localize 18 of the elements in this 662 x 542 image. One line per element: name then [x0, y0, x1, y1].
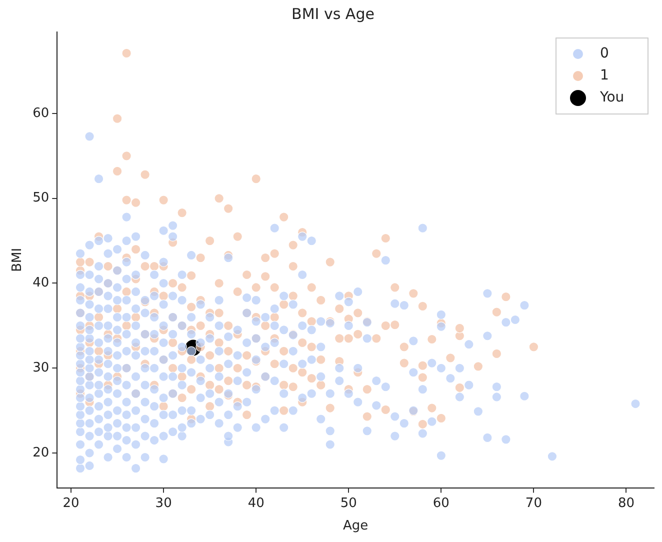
legend-label: 0	[600, 46, 609, 62]
y-tick-label: 30	[32, 360, 50, 376]
legend-label: You	[599, 90, 624, 106]
x-tick-label: 30	[155, 496, 172, 511]
chart-title: BMI vs Age	[292, 4, 374, 23]
x-tick-label: 40	[248, 496, 264, 511]
y-tick-label: 40	[32, 276, 50, 291]
y-tick-label: 50	[32, 190, 50, 206]
x-tick-label: 80	[618, 496, 635, 511]
x-tick-label: 70	[525, 496, 542, 511]
x-tick-label: 60	[432, 496, 450, 511]
y-tick-label: 20	[32, 445, 50, 460]
x-tick-label: 50	[340, 496, 357, 511]
y-tick-label: 60	[32, 106, 50, 121]
x-tick-label: 20	[62, 496, 80, 511]
y-axis-title: BMI	[10, 248, 26, 272]
legend-label: 1	[600, 68, 609, 84]
x-axis-title: Age	[342, 518, 368, 534]
